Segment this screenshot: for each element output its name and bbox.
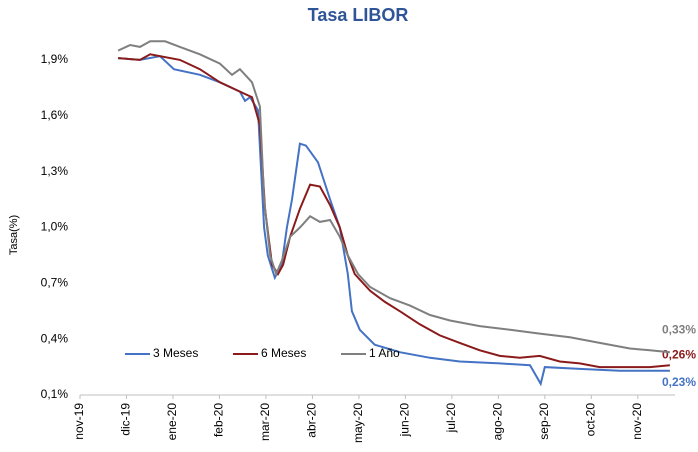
y-axis-label: Tasa(%) — [8, 215, 20, 255]
x-tick-label: feb-20 — [212, 403, 226, 437]
x-tick-label: dic-19 — [119, 403, 133, 436]
x-tick-label: nov-19 — [72, 403, 86, 440]
x-tick-label: jul-20 — [444, 403, 458, 434]
x-tick-label: may-20 — [351, 403, 365, 443]
end-label: 0,33% — [662, 322, 696, 336]
x-tick-label: abr-20 — [305, 403, 319, 438]
end-label: 0,26% — [662, 347, 696, 361]
line-series — [118, 53, 670, 369]
x-tick-label: ago-20 — [491, 403, 505, 441]
y-tick-label: 1,9% — [41, 52, 69, 66]
x-tick-label: mar-20 — [258, 403, 272, 441]
chart-title: Tasa LIBOR — [308, 5, 409, 25]
y-tick-label: 0,4% — [41, 331, 69, 345]
x-tick-label: jun-20 — [398, 403, 412, 438]
legend-label: 6 Meses — [261, 346, 306, 360]
line-series — [117, 40, 670, 354]
end-label: 0,23% — [662, 375, 696, 389]
y-tick-label: 1,0% — [41, 220, 69, 234]
line-series — [118, 55, 670, 387]
x-tick-label: ene-20 — [165, 403, 179, 441]
x-tick-label: sep-20 — [537, 403, 551, 440]
x-tick-label: oct-20 — [584, 403, 598, 437]
legend-label: 1 Año — [369, 346, 400, 360]
x-tick-label: nov-20 — [630, 403, 644, 440]
y-tick-label: 0,7% — [41, 275, 69, 289]
y-tick-label: 1,3% — [41, 164, 69, 178]
y-tick-label: 1,6% — [41, 108, 69, 122]
legend-label: 3 Meses — [153, 346, 198, 360]
y-tick-label: 0,1% — [41, 387, 69, 401]
